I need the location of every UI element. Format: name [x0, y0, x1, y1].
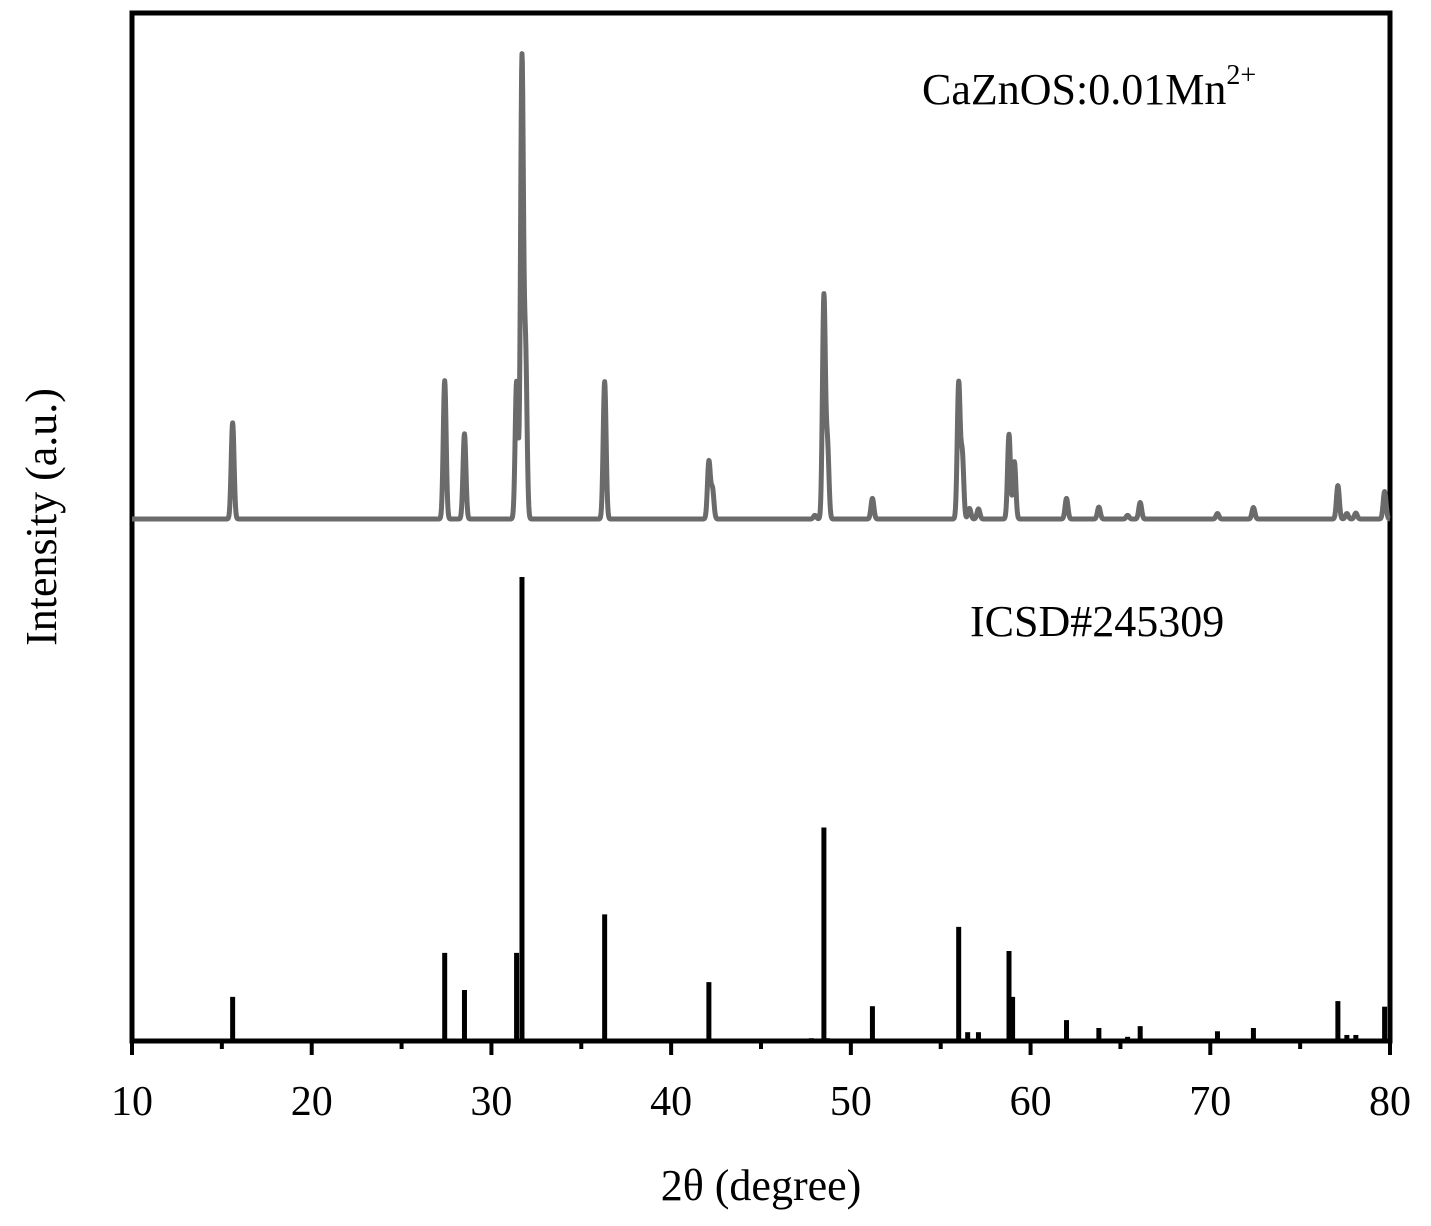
- x-tick-label: 10: [111, 1079, 153, 1125]
- legend-sample-superscript: 2+: [1226, 60, 1256, 91]
- x-tick-label: 60: [1010, 1079, 1052, 1125]
- sample-pattern-trace: [132, 54, 1390, 519]
- x-tick-label: 80: [1369, 1079, 1411, 1125]
- legend-sample-label: CaZnOS:0.01Mn2+: [922, 60, 1256, 114]
- x-tick-label: 20: [291, 1079, 333, 1125]
- x-tick-label: 40: [650, 1079, 692, 1125]
- plot-frame: [132, 13, 1390, 1041]
- x-tick-label: 70: [1189, 1079, 1231, 1125]
- x-axis-title: 2θ (degree): [661, 1161, 862, 1210]
- y-axis-title: Intensity (a.u.): [17, 388, 66, 646]
- sample-pattern-line: [132, 54, 1390, 519]
- reference-pattern-sticks: [233, 577, 1385, 1041]
- legend-sample-name: CaZnOS:0.01Mn: [922, 65, 1226, 114]
- x-tick-label: 30: [470, 1079, 512, 1125]
- x-tick-label: 50: [830, 1079, 872, 1125]
- x-axis-tick-labels: 10 20 30 40 50 60 70 80: [111, 1079, 1411, 1125]
- legend-reference-label: ICSD#245309: [970, 597, 1224, 646]
